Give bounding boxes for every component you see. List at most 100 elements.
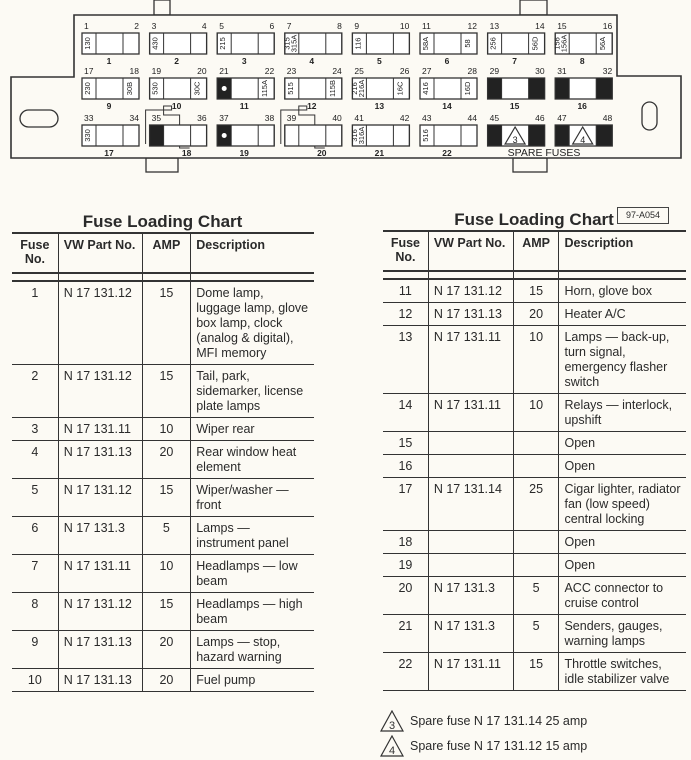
fuse-slot-20[interactable]: 39 40 20 <box>280 105 343 158</box>
fuse-number: 14 <box>383 393 429 432</box>
fuse-slot-11[interactable]: 115A 21 22 11 <box>216 66 275 111</box>
fuse-slot-17[interactable]: 330 33 34 17 <box>81 113 140 158</box>
part-number: N 17 131.12 <box>57 364 143 418</box>
fuse-number: 15 <box>383 431 429 455</box>
fuse-slot-9[interactable]: 230 30B 17 18 9 <box>81 66 140 111</box>
fuse-slot-3[interactable]: 215 5 6 3 <box>216 21 275 66</box>
terminal-label: 530 <box>151 82 160 95</box>
fuse-number: 4 <box>12 440 59 479</box>
pin-number: 26 <box>400 66 410 76</box>
fuse-number: 18 <box>383 530 429 554</box>
fuse-number: 12 <box>307 101 317 111</box>
description: Senders, gauges, warning lamps <box>558 614 686 653</box>
fuse-number: 19 <box>383 553 429 577</box>
terminal-label: 56A <box>598 37 607 50</box>
fuse-number: 21 <box>375 148 385 158</box>
terminal-label: 16D <box>463 81 472 95</box>
fuse-slot-10[interactable]: 530 30C 19 20 10 <box>148 66 208 111</box>
fuse-slot-15[interactable]: 29 30 15 <box>486 66 546 111</box>
pin-number: 28 <box>468 66 478 76</box>
part-number <box>427 431 514 455</box>
pin-number: 11 <box>422 21 431 31</box>
fuse-number: 22 <box>383 652 429 691</box>
description: Rear window heat element <box>190 440 314 479</box>
part-number: N 17 131.3 <box>427 614 514 653</box>
fuse-number: 11 <box>383 278 429 303</box>
fuse-slot-1[interactable]: 130 1 2 1 <box>81 21 140 66</box>
fuse-slot-16[interactable]: 31 32 16 <box>554 66 613 111</box>
terminal-label: 215 <box>218 37 227 50</box>
pin-number: 31 <box>557 66 567 76</box>
terminal-label: 216A <box>357 80 366 98</box>
fuse-slot-14[interactable]: 416 16D 27 28 14 <box>419 66 478 111</box>
table-row: 13 N 17 131.11 10 Lamps — back-up, turn sig… <box>383 325 686 394</box>
description: ACC connector to cruise control <box>558 576 686 615</box>
amperage <box>512 530 559 554</box>
column-header: VW Part No. <box>427 230 514 271</box>
figure-code: 97-A054 <box>617 207 669 224</box>
column-header: Description <box>190 232 314 273</box>
fuse-number: 9 <box>12 630 59 669</box>
terminal-label: 58 <box>463 39 472 47</box>
fuse-slot-22[interactable]: 516 43 44 22 <box>419 113 478 158</box>
pin-number: 33 <box>84 113 94 123</box>
description: Tail, park, sidemarker, license plate la… <box>190 364 314 418</box>
triangle-3-icon: 3 <box>380 710 404 732</box>
terminal-label: 16C <box>395 81 404 95</box>
description: Open <box>558 553 686 577</box>
amperage <box>512 553 559 577</box>
triangle-4-icon <box>571 125 594 145</box>
pin-number: 44 <box>468 113 478 123</box>
column-header: Description <box>558 230 686 271</box>
pin-number: 46 <box>535 113 545 123</box>
fuse-number: 18 <box>182 148 192 158</box>
fuse-slot-6[interactable]: 58A 58 11 12 6 <box>419 21 478 66</box>
fuse-bracket <box>145 109 190 149</box>
table-header-row: Fuse No. VW Part No. AMP Description <box>12 232 314 273</box>
terminal-label: 130 <box>83 37 92 50</box>
fuse-number: 14 <box>442 101 452 111</box>
fuse-number: 3 <box>242 56 247 66</box>
amperage: 20 <box>141 630 191 669</box>
amperage: 5 <box>512 614 559 653</box>
description: Fuel pump <box>190 668 314 692</box>
fuse-slot-18[interactable]: 35 36 18 <box>145 105 208 158</box>
amperage: 5 <box>141 516 191 555</box>
terminal-label: 58A <box>421 37 430 50</box>
fuse-slot-7[interactable]: 256 56D 13 14 7 <box>486 21 546 66</box>
fuse-slot-2[interactable]: 430 3 4 2 <box>148 21 208 66</box>
amperage: 15 <box>141 364 191 418</box>
spare-marker: 3 <box>513 135 518 145</box>
fuse-slot-5[interactable]: 116 9 10 5 <box>351 21 411 66</box>
fuse-loading-table-left: Fuse No. VW Part No. AMP Description 1 N 17 13… <box>12 232 314 692</box>
spare-note-3: 3 Spare fuse N 17 131.14 25 amp <box>380 710 587 732</box>
pin-number: 20 <box>197 66 207 76</box>
description: Dome lamp, luggage lamp, glove box lamp,… <box>190 280 314 365</box>
pin-number: 42 <box>400 113 410 123</box>
fuse-slot-19[interactable]: 37 38 19 <box>216 113 275 158</box>
terminal-label: 30B <box>125 82 134 95</box>
spare-fuse-slot[interactable]: 47 48 4 <box>554 113 613 147</box>
terminal-label: 156A <box>560 35 569 53</box>
table-row: 18 Open <box>383 530 686 554</box>
part-number <box>427 553 514 577</box>
fuse-number: 8 <box>12 592 59 631</box>
pin-number: 48 <box>603 113 613 123</box>
mounting-tab <box>519 0 548 16</box>
part-number: N 17 131.13 <box>57 630 143 669</box>
pin-number: 34 <box>130 113 140 123</box>
description: Headlamps — low beam <box>190 554 314 593</box>
spare-fuse-slot[interactable]: 45 46 3 <box>486 113 546 147</box>
pin-number: 40 <box>332 113 342 123</box>
fuse-slot-12[interactable]: 515 115B 23 24 12 <box>284 66 343 111</box>
pin-number: 7 <box>287 21 292 31</box>
part-number: N 17 131.12 <box>427 278 514 303</box>
